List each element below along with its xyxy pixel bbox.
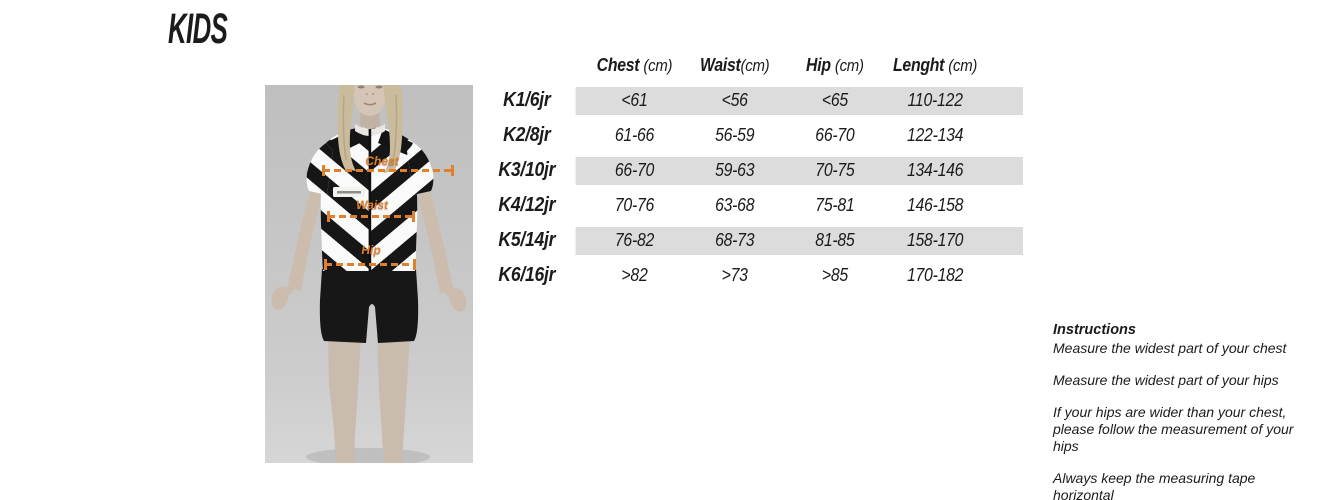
chest-measure-label: Chest	[365, 154, 399, 168]
row-size-label: K1/6jr	[503, 89, 551, 111]
instructions-block: Instructions Measure the widest part of …	[1053, 320, 1313, 500]
hair	[337, 85, 403, 173]
table-row: K5/14jr 76-82 68-73 81-85 158-170	[478, 223, 1023, 258]
cell-length: 158-170	[906, 230, 964, 250]
chest-logo-text	[337, 191, 361, 194]
cell-waist: 68-73	[715, 230, 755, 250]
cell-length: 134-146	[906, 160, 964, 180]
cell-hip: 70-75	[815, 160, 855, 180]
hip-measure-line	[324, 259, 416, 270]
cell-hip: 75-81	[815, 195, 855, 215]
cell-chest: 61-66	[614, 125, 655, 145]
cell-waist: <56	[721, 90, 748, 110]
instruction-text: Measure the widest part of your hips	[1053, 372, 1279, 388]
shorts	[319, 269, 419, 343]
cell-chest: <61	[621, 90, 648, 110]
cell-hip: 81-85	[815, 230, 855, 250]
kid-photo	[265, 85, 473, 463]
mouth	[363, 102, 377, 106]
row-size-label: K6/16jr	[498, 264, 556, 286]
table-header-row: Chest (cm) Waist(cm) Hip (cm) Lenght (cm…	[478, 48, 1023, 83]
instruction-text: Always keep the measuring tape horizonta…	[1053, 470, 1256, 500]
table-row: K4/12jr 70-76 63-68 75-81 146-158	[478, 188, 1023, 223]
nostril-right	[372, 93, 375, 95]
table-row: K1/6jr <61 <56 <65 110-122	[478, 83, 1023, 118]
cell-length: 170-182	[906, 265, 964, 285]
cell-length: 146-158	[906, 195, 964, 215]
table-row: K6/16jr >82 >73 >85 170-182	[478, 258, 1023, 293]
column-header-length: Lenght (cm)	[893, 55, 978, 75]
cell-chest: 70-76	[614, 195, 655, 215]
cell-waist: 56-59	[715, 125, 755, 145]
cell-waist: >73	[721, 265, 748, 285]
column-header-chest: Chest (cm)	[596, 55, 673, 75]
jersey-zipper	[368, 129, 372, 271]
row-values: <61 <56 <65 110-122	[575, 86, 1023, 115]
nostril-left	[365, 93, 368, 95]
row-values: 70-76 63-68 75-81 146-158	[576, 192, 1023, 220]
eye-left	[357, 85, 365, 89]
cell-hip: 66-70	[815, 125, 855, 145]
face	[353, 85, 387, 116]
row-size-label: K4/12jr	[498, 194, 556, 216]
instruction-text: If your hips are wider than your chest, …	[1053, 404, 1294, 454]
arms	[271, 183, 467, 312]
cell-hip: >85	[821, 265, 848, 285]
legs	[328, 335, 410, 463]
row-size-label: K2/8jr	[503, 124, 551, 146]
cell-waist: 59-63	[715, 160, 755, 180]
row-size-label: K5/14jr	[498, 229, 556, 251]
row-values: 76-82 68-73 81-85 158-170	[575, 226, 1023, 255]
cell-chest: 66-70	[614, 160, 655, 180]
chest-measure-line	[322, 165, 454, 176]
row-size-label: K3/10jr	[498, 159, 556, 181]
instruction-text: Measure the widest part of your chest	[1053, 340, 1287, 356]
row-values: >82 >73 >85 170-182	[576, 262, 1023, 290]
waist-measure-line	[327, 211, 415, 222]
cell-length: 110-122	[907, 90, 963, 110]
row-values: 66-70 59-63 70-75 134-146	[575, 156, 1023, 185]
hip-measure-label: Hip	[361, 243, 381, 257]
row-values: 61-66 56-59 66-70 122-134	[576, 122, 1023, 150]
size-table: Chest (cm) Waist(cm) Hip (cm) Lenght (cm…	[478, 48, 1023, 293]
cell-chest: >82	[621, 265, 648, 285]
column-header-waist: Waist(cm)	[699, 55, 770, 75]
instructions-title: Instructions	[1053, 322, 1136, 338]
cell-waist: 63-68	[715, 195, 755, 215]
table-row: K2/8jr 61-66 56-59 66-70 122-134	[478, 118, 1023, 153]
waist-measure-label: Waist	[356, 198, 388, 212]
cell-hip: <65	[821, 90, 848, 110]
kid-photo-region: Chest Waist Hip	[265, 85, 473, 463]
column-header-hip: Hip (cm)	[806, 55, 864, 75]
eye-right	[375, 85, 383, 89]
table-row: K3/10jr 66-70 59-63 70-75 134-146	[478, 153, 1023, 188]
cell-chest: 76-82	[614, 230, 655, 250]
page-title: KIDS	[168, 5, 228, 53]
cell-length: 122-134	[906, 125, 964, 145]
